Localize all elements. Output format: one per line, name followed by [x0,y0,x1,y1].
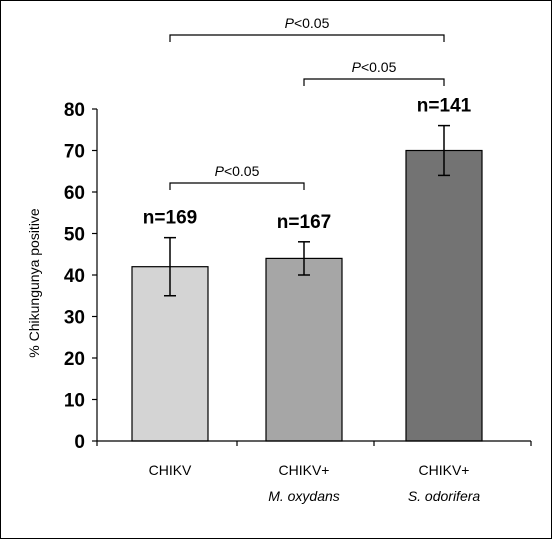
bars [131,124,483,442]
y-tick-label: 70 [64,142,85,163]
y-tick-label: 80 [64,100,85,121]
y-tick-label: 0 [74,432,85,453]
y-axis-label: % Chikungunya positive [26,208,42,358]
category-label: CHIKV+ [419,462,470,478]
category-sublabel: S. odorifera [408,488,481,504]
y-tick-label: 10 [64,391,85,412]
bar [405,149,483,442]
y-tick-label: 20 [64,349,85,370]
bar-labels: n=169 CHIKV n=167 CHIKV+ M. oxydans n=141 CHIK… [143,96,481,504]
significance-bracket [169,34,445,42]
significance-label: P<0.05 [215,163,260,179]
bar-count-label: n=167 [277,212,331,233]
category-sublabel: M. oxydans [268,488,340,504]
y-tick-label: 40 [64,266,85,287]
significance-label: P<0.05 [285,15,330,31]
significance-bracket [303,78,445,86]
bar [265,257,343,442]
y-tick-label: 60 [64,183,85,204]
y-tick-label: 30 [64,308,85,329]
significance-label: P<0.05 [352,59,397,75]
category-label: CHIKV+ [279,462,330,478]
axes: 0 10 20 30 40 50 60 70 80 [64,100,532,453]
bar-count-label: n=169 [143,208,197,229]
bar-count-label: n=141 [417,96,472,117]
significance-bracket [169,182,305,190]
significance-brackets: P<0.05 P<0.05 P<0.05 [169,15,445,190]
y-tick-label: 50 [64,225,85,246]
category-label: CHIKV [149,462,192,478]
